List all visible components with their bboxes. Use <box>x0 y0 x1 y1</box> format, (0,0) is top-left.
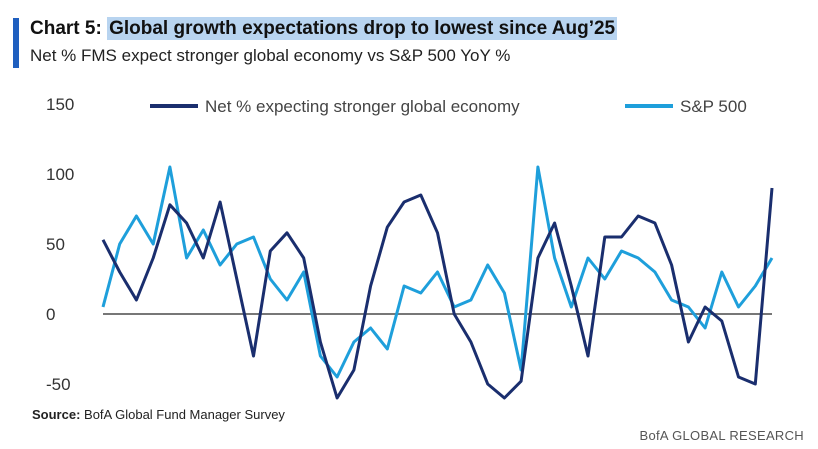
brand-label: BofA GLOBAL RESEARCH <box>639 428 804 443</box>
title-accent-bar <box>13 18 19 68</box>
y-axis: -50 0 50 100 150 <box>46 95 74 394</box>
chart-label: Chart 5: <box>30 18 102 39</box>
legend-label: S&P 500 <box>680 97 747 116</box>
y-tick-label: 0 <box>46 305 55 324</box>
series-line-net-pct <box>101 187 774 400</box>
source-label: Source: <box>32 407 81 422</box>
y-tick-label: 50 <box>46 235 65 254</box>
y-tick-label: 150 <box>46 95 74 114</box>
source-text: BofA Global Fund Manager Survey <box>84 407 285 422</box>
legend: Net % expecting stronger global economy S… <box>150 97 747 116</box>
chart-subtitle: Net % FMS expect stronger global economy… <box>30 46 511 65</box>
line-chart: -50 0 50 100 150 Net % expecting stronger gl… <box>46 95 774 400</box>
series-group <box>101 165 774 400</box>
legend-label: Net % expecting stronger global economy <box>205 97 520 116</box>
chart-title: Chart 5: Global growth expectations drop… <box>30 17 618 40</box>
source-note: Source: BofA Global Fund Manager Survey <box>32 407 285 422</box>
y-tick-label: 100 <box>46 165 74 184</box>
series-line-sp500 <box>101 165 774 379</box>
y-tick-label: -50 <box>46 375 71 394</box>
chart-title-text: Global growth expectations drop to lowes… <box>107 17 618 40</box>
